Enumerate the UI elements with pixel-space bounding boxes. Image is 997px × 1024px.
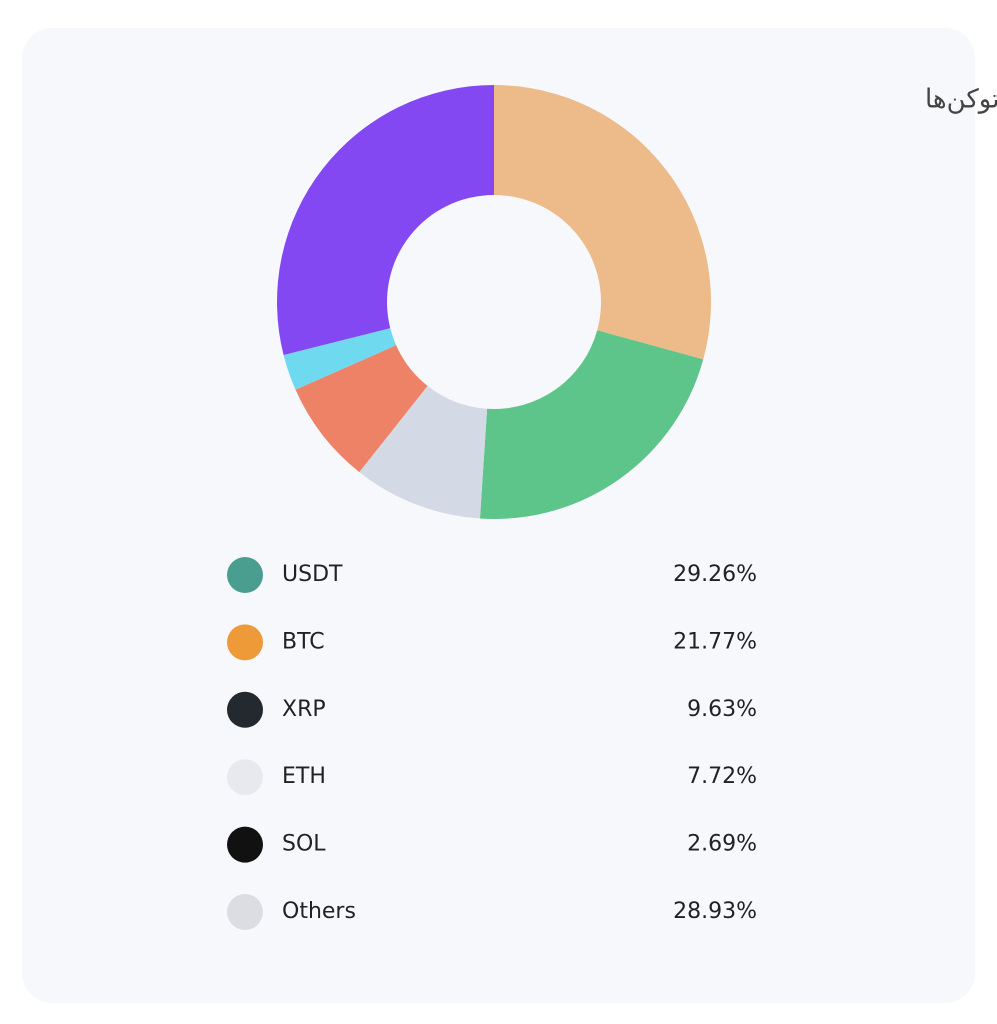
token-icon bbox=[227, 624, 263, 661]
legend-label: XRP bbox=[282, 697, 326, 722]
donut-slice bbox=[283, 328, 397, 390]
token-icon bbox=[227, 691, 263, 728]
donut-slice bbox=[359, 385, 488, 519]
donut-slice bbox=[479, 330, 704, 519]
legend-value: 2.69% bbox=[687, 832, 757, 857]
donut-slice bbox=[277, 85, 494, 356]
legend-label: SOL bbox=[282, 832, 326, 857]
token-icon bbox=[227, 826, 263, 863]
legend-label: BTC bbox=[282, 629, 325, 654]
legend-value: 7.72% bbox=[687, 764, 757, 789]
legend-value: 29.26% bbox=[673, 562, 757, 587]
token-icon bbox=[227, 557, 263, 593]
donut-slice bbox=[494, 85, 711, 360]
donut-slice bbox=[295, 345, 428, 473]
token-icon bbox=[227, 759, 263, 796]
legend-label: ETH bbox=[282, 764, 326, 789]
chart-title: توزیع توکن‌ها bbox=[925, 85, 997, 115]
legend-label: Others bbox=[282, 899, 356, 924]
token-icon bbox=[227, 894, 263, 930]
legend-label: USDT bbox=[282, 562, 343, 587]
legend-value: 28.93% bbox=[673, 899, 757, 924]
legend-value: 21.77% bbox=[673, 629, 757, 654]
legend-value: 9.63% bbox=[687, 697, 757, 722]
